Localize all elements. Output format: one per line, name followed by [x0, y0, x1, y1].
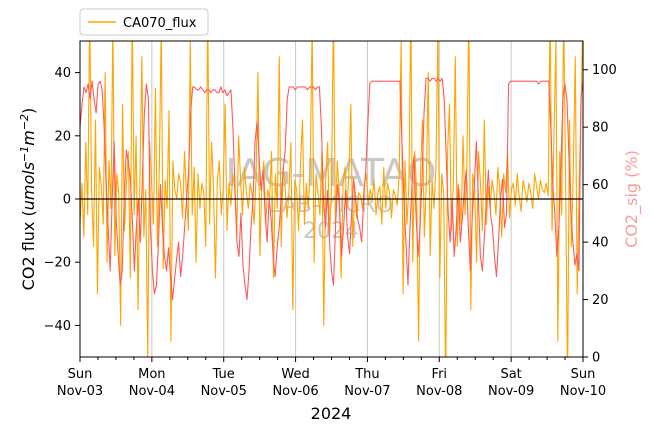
series-line-ca070-flux [80, 41, 583, 357]
legend-frame [79, 8, 209, 36]
x-tick-day-1: Mon [138, 367, 165, 382]
x-tick-date-2: Nov-05 [201, 384, 247, 399]
x-tick-date-5: Nov-08 [416, 384, 462, 399]
right-tick-label-0: 0 [592, 351, 600, 366]
legend-label: CA070_flux [123, 16, 197, 31]
x-tick-day-3: Wed [281, 367, 309, 382]
left-tick-label-4: 40 [54, 66, 71, 81]
left-y-axis-label: CO2 flux (umols−1m−2) [18, 108, 38, 291]
x-tick-day-2: Tue [212, 367, 235, 382]
right-tick-label-2: 40 [592, 236, 609, 251]
right-tick-label-5: 100 [592, 63, 617, 78]
x-axis-label: 2024 [311, 404, 352, 423]
right-tick-label-4: 80 [592, 121, 609, 136]
right-y-axis-label: CO2_sig (%) [622, 150, 642, 248]
legend: CA070_flux [79, 8, 209, 36]
left-y-axis: −40 −20 0 20 40 [44, 66, 80, 334]
x-tick-date-4: Nov-07 [344, 384, 390, 399]
x-tick-date-7: Nov-10 [560, 384, 606, 399]
x-tick-date-3: Nov-06 [272, 384, 318, 399]
right-tick-label-1: 20 [592, 293, 609, 308]
x-tick-day-6: Sat [500, 367, 521, 382]
right-y-axis: 0 20 40 60 80 100 [583, 63, 617, 366]
x-tick-day-4: Thu [354, 367, 379, 382]
x-tick-day-5: Fri [432, 367, 448, 382]
x-tick-date-0: Nov-03 [57, 384, 103, 399]
left-tick-label-1: −20 [44, 256, 71, 271]
x-axis: Sun Nov-03 Mon Nov-04 Tue Nov-05 Wed Nov-06 Thu N… [57, 357, 606, 399]
x-tick-day-0: Sun [68, 367, 93, 382]
left-tick-label-0: −40 [44, 319, 71, 334]
x-tick-day-7: Sun [571, 367, 596, 382]
x-tick-date-1: Nov-04 [129, 384, 175, 399]
right-tick-label-3: 60 [592, 178, 609, 193]
x-tick-date-6: Nov-09 [488, 384, 534, 399]
watermark-line3: 2024 [303, 219, 359, 244]
left-tick-label-2: 0 [63, 193, 71, 208]
series-line-co2-sig [80, 77, 583, 301]
left-tick-label-3: 20 [54, 129, 71, 144]
